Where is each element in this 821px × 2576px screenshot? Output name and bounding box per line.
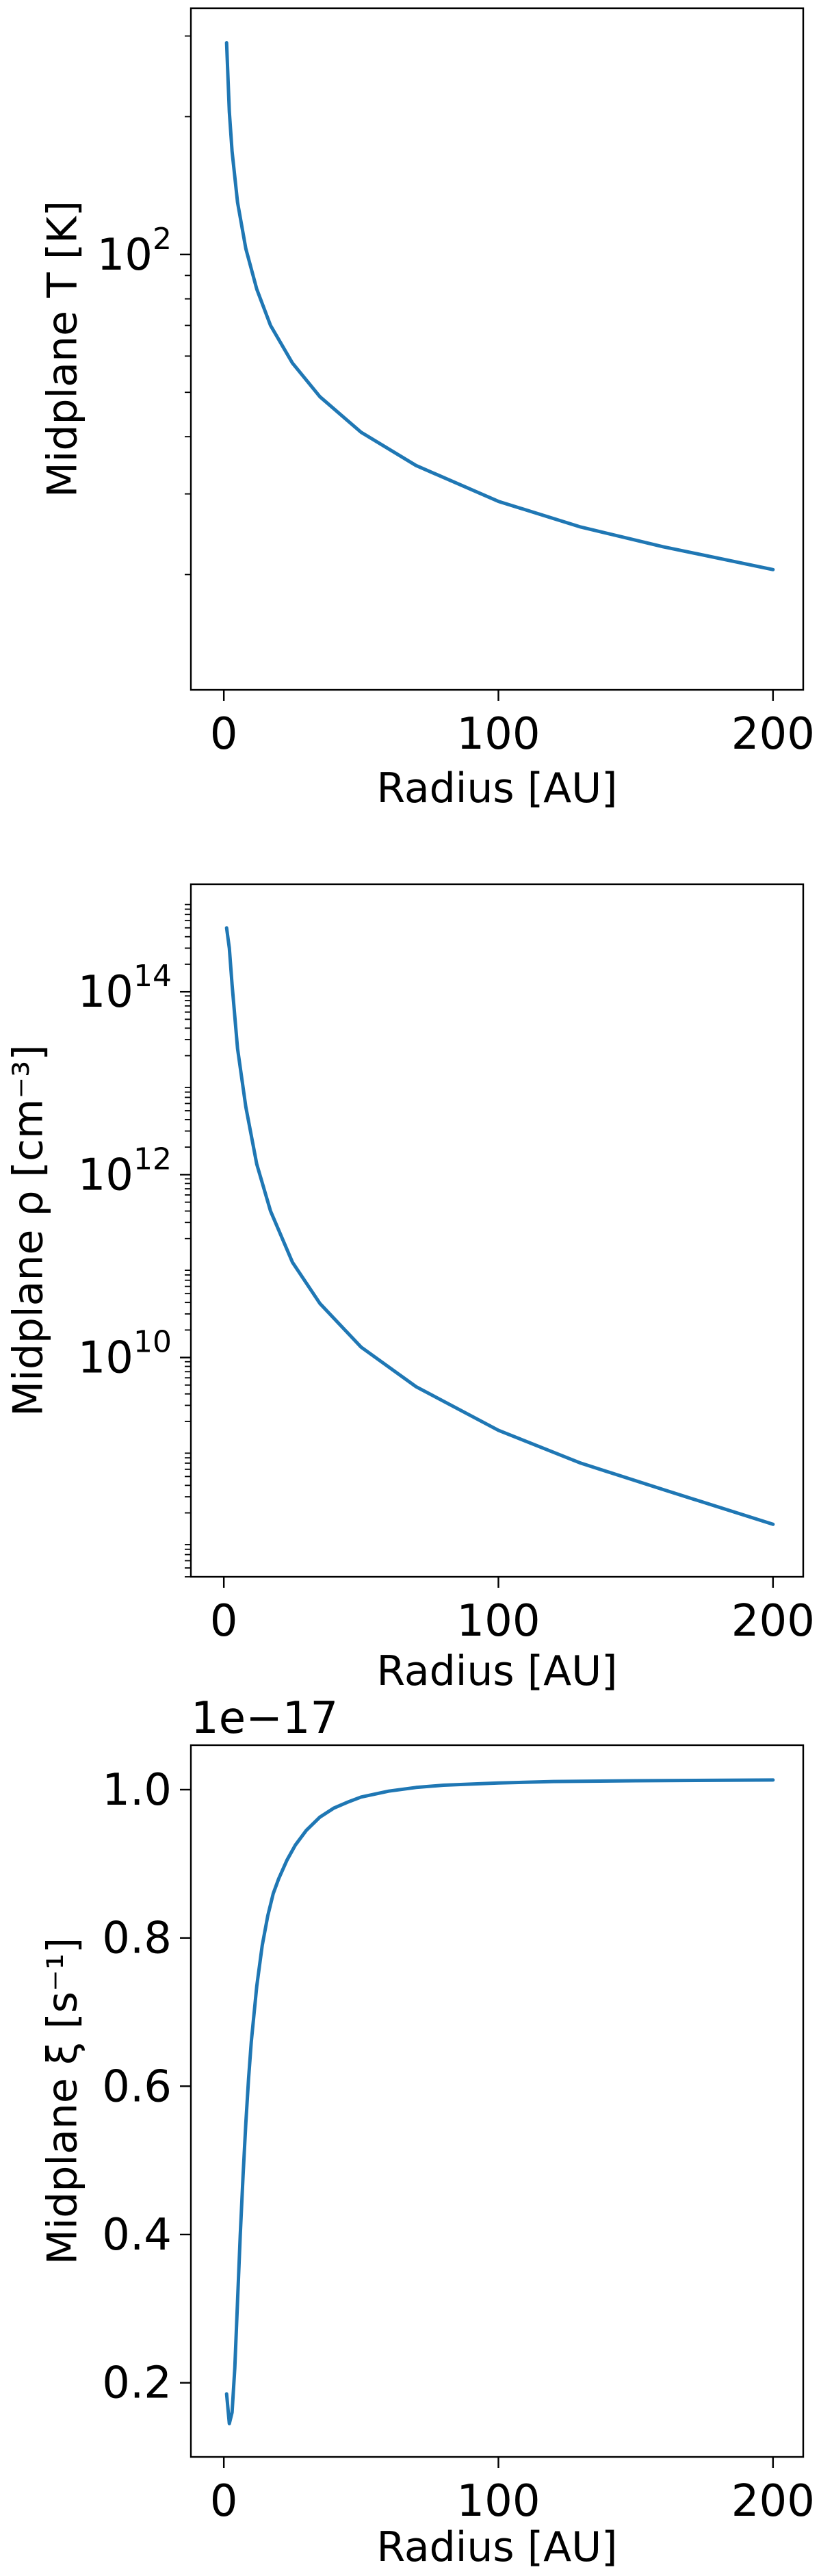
x-tick-label: 100 bbox=[456, 1596, 540, 1647]
y-tick-label: 0.8 bbox=[102, 1914, 172, 1964]
series-line bbox=[224, 926, 775, 1526]
y-tick-label: 0.4 bbox=[102, 2210, 172, 2261]
x-axis-label: Radius [AU] bbox=[376, 1647, 617, 1695]
y-tick-base: 10 bbox=[78, 1333, 133, 1384]
x-axis-label: Radius [AU] bbox=[376, 764, 617, 812]
x-axis-label: Radius [AU] bbox=[376, 2523, 617, 2571]
y-tick-exponent: 10 bbox=[133, 1325, 172, 1360]
x-tick-label: 100 bbox=[456, 709, 540, 760]
x-tick-label: 0 bbox=[210, 1596, 238, 1647]
y-tick-label: 1014 bbox=[78, 959, 172, 1018]
y-tick-exponent: 12 bbox=[133, 1142, 172, 1176]
axes-frame bbox=[190, 1744, 805, 2458]
y-axis-label: Midplane ξ [s⁻¹] bbox=[39, 1937, 87, 2265]
y-tick-label: 1010 bbox=[78, 1325, 172, 1384]
temperature-panel: 102 0 100 200 Radius [AU] Midplane T [K] bbox=[39, 7, 815, 812]
series-line bbox=[224, 1778, 775, 2425]
axes-frame bbox=[190, 7, 805, 691]
x-tick-label: 0 bbox=[210, 709, 238, 760]
y-axis-label: Midplane T [K] bbox=[39, 201, 87, 498]
y-tick-base: 10 bbox=[78, 967, 133, 1018]
x-tick-label: 100 bbox=[456, 2476, 540, 2527]
y-tick-label: 1.0 bbox=[102, 1765, 172, 1816]
x-tick-label: 0 bbox=[210, 2476, 238, 2527]
axes-frame bbox=[190, 883, 805, 1578]
y-tick-exponent: 2 bbox=[153, 222, 172, 257]
y-tick-label: 1012 bbox=[78, 1142, 172, 1200]
y-tick-label: 102 bbox=[97, 222, 172, 281]
y-tick-exponent: 14 bbox=[133, 959, 172, 994]
x-tick-label: 200 bbox=[731, 709, 815, 760]
x-tick-label: 200 bbox=[731, 2476, 815, 2527]
y-axis-label: Midplane ρ [cm⁻³] bbox=[5, 1044, 53, 1416]
x-tick-label: 200 bbox=[731, 1596, 815, 1647]
offset-text: 1e−17 bbox=[191, 1693, 338, 1744]
series-line bbox=[224, 41, 775, 571]
y-tick-label: 0.6 bbox=[102, 2061, 172, 2112]
y-tick-base: 10 bbox=[78, 1150, 133, 1200]
ionization-rate-panel: 0.2 0.4 0.6 0.8 1.0 0 100 200 Radius [AU] Midplan… bbox=[39, 1693, 815, 2571]
y-tick-label: 0.2 bbox=[102, 2358, 172, 2409]
y-tick-base: 10 bbox=[97, 230, 153, 281]
